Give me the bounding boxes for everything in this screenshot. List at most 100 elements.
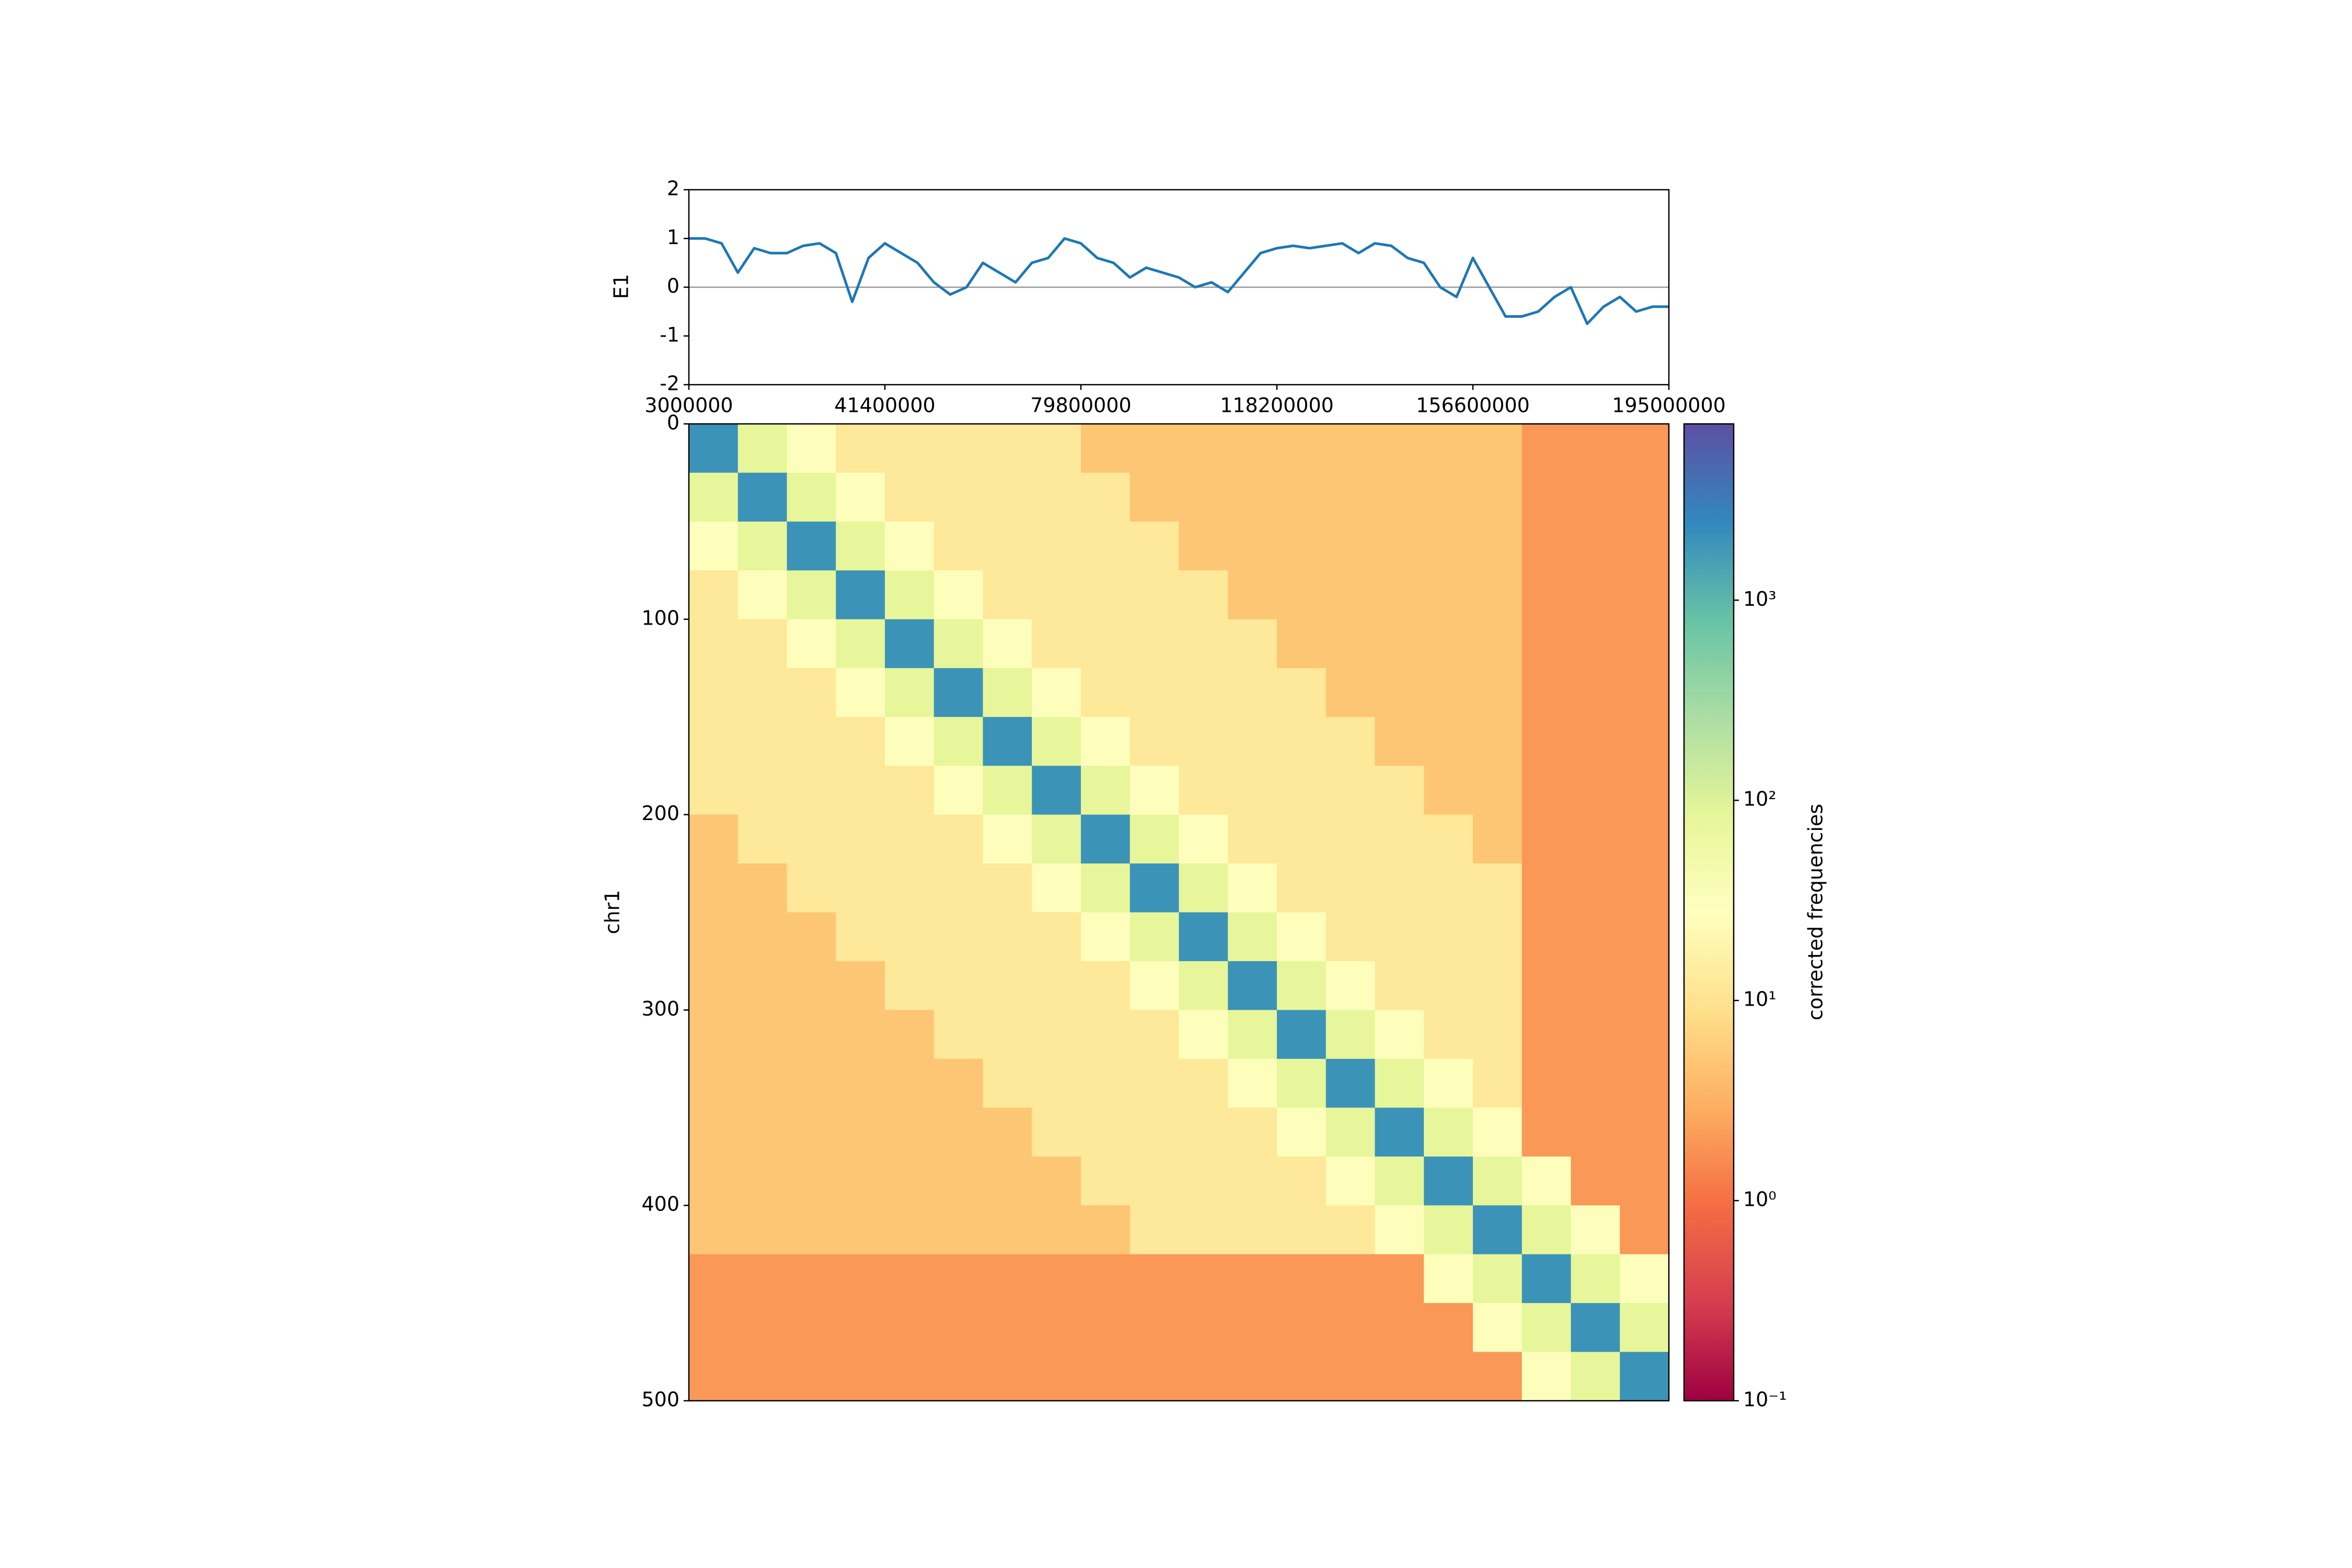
heatmap-cell bbox=[1179, 766, 1228, 815]
heatmap-cell bbox=[983, 1352, 1032, 1401]
x-tick-label: 3000000 bbox=[644, 394, 733, 417]
heatmap-cell bbox=[1179, 472, 1228, 522]
heatmap-cell bbox=[885, 1108, 935, 1157]
heatmap-cell bbox=[1571, 1156, 1620, 1206]
heatmap-cell bbox=[1081, 1108, 1131, 1157]
heatmap-cell bbox=[1325, 521, 1375, 571]
heatmap-cell bbox=[689, 814, 739, 864]
heatmap-cell bbox=[1081, 1156, 1131, 1206]
heatmap-cell bbox=[1277, 424, 1327, 473]
heatmap-cell bbox=[1325, 1352, 1375, 1401]
heatmap-cell bbox=[689, 1108, 739, 1157]
heatmap-cell bbox=[1424, 424, 1473, 473]
heatmap-cell bbox=[836, 1108, 885, 1157]
heatmap-cell bbox=[1228, 912, 1277, 962]
heatmap-cell bbox=[885, 1205, 935, 1255]
heatmap-cell bbox=[933, 1303, 983, 1353]
heatmap-cell bbox=[983, 619, 1032, 668]
heatmap-cell bbox=[885, 1254, 935, 1304]
heatmap-cell bbox=[1129, 1352, 1179, 1401]
heatmap-cell bbox=[1081, 912, 1131, 962]
heatmap-cell bbox=[737, 766, 787, 815]
heatmap-cell bbox=[885, 1303, 935, 1353]
heatmap-cell bbox=[1325, 424, 1375, 473]
heatmap-cell bbox=[1424, 619, 1473, 668]
heatmap-cell bbox=[1521, 1254, 1571, 1304]
heatmap-cell bbox=[1081, 814, 1131, 864]
heatmap-cell bbox=[836, 1156, 885, 1206]
heatmap-cell bbox=[737, 1254, 787, 1304]
heatmap-cell bbox=[1620, 1156, 1669, 1206]
heatmap-cell bbox=[1521, 863, 1571, 913]
heatmap-cell bbox=[1228, 863, 1277, 913]
heatmap-cell bbox=[1375, 1303, 1424, 1353]
heatmap-cell bbox=[1179, 424, 1228, 473]
heatmap-cell bbox=[983, 1156, 1032, 1206]
heatmap-cell bbox=[1375, 1254, 1424, 1304]
y-tick-label: 200 bbox=[641, 802, 679, 825]
heatmap-cell bbox=[1032, 1010, 1081, 1059]
data-line bbox=[689, 237, 1669, 325]
heatmap-cell bbox=[1620, 717, 1669, 766]
heatmap-cell bbox=[1129, 1303, 1179, 1353]
heatmap-cell bbox=[983, 1010, 1032, 1059]
heatmap-cell bbox=[1032, 1205, 1081, 1255]
heatmap-cell bbox=[1375, 472, 1424, 522]
heatmap-cell bbox=[1032, 472, 1081, 522]
heatmap-cell bbox=[737, 863, 787, 913]
heatmap-cell bbox=[737, 472, 787, 522]
heatmap-cell bbox=[933, 863, 983, 913]
heatmap-cell bbox=[1325, 717, 1375, 766]
heatmap-cell bbox=[1375, 1352, 1424, 1401]
heatmap-cell bbox=[1228, 668, 1277, 718]
heatmap-cell bbox=[1424, 766, 1473, 815]
heatmap-cell bbox=[1032, 619, 1081, 668]
heatmap-cell bbox=[1521, 619, 1571, 668]
heatmap-cell bbox=[1424, 1156, 1473, 1206]
heatmap-cell bbox=[1277, 961, 1327, 1010]
heatmap-cell bbox=[1179, 717, 1228, 766]
heatmap-cell bbox=[1571, 1352, 1620, 1401]
heatmap-cell bbox=[1424, 863, 1473, 913]
heatmap-cell bbox=[1129, 814, 1179, 864]
heatmap-cell bbox=[1473, 814, 1523, 864]
heatmap-cell bbox=[1179, 521, 1228, 571]
axes-frame bbox=[688, 423, 1670, 1402]
heatmap-cell bbox=[933, 1205, 983, 1255]
colorbar-tick-label: 10² bbox=[1743, 788, 1777, 811]
heatmap-cell bbox=[1081, 424, 1131, 473]
heatmap-cell bbox=[1521, 570, 1571, 620]
heatmap-cell bbox=[1081, 961, 1131, 1010]
heatmap-cell bbox=[1081, 766, 1131, 815]
heatmap-cell bbox=[1032, 1108, 1081, 1157]
heatmap-cell bbox=[1179, 814, 1228, 864]
heatmap-cell bbox=[1277, 668, 1327, 718]
x-tick-label: 156600000 bbox=[1416, 394, 1530, 417]
heatmap-cell bbox=[1032, 766, 1081, 815]
heatmap-cell bbox=[737, 1303, 787, 1353]
heatmap-cell bbox=[737, 1010, 787, 1059]
heatmap-cell bbox=[1081, 1352, 1131, 1401]
heatmap-cell bbox=[933, 1156, 983, 1206]
heatmap-cell bbox=[1129, 766, 1179, 815]
heatmap-cell bbox=[1571, 570, 1620, 620]
heatmap-cell bbox=[1129, 912, 1179, 962]
heatmap-cell bbox=[933, 1254, 983, 1304]
heatmap-cell bbox=[1473, 1058, 1523, 1108]
heatmap-cell bbox=[836, 1303, 885, 1353]
heatmap-cell bbox=[933, 766, 983, 815]
heatmap-cell bbox=[1375, 912, 1424, 962]
heatmap-cell bbox=[983, 1303, 1032, 1353]
heatmap-cell bbox=[1473, 1108, 1523, 1157]
heatmap-cell bbox=[1179, 1108, 1228, 1157]
heatmap-cell bbox=[933, 912, 983, 962]
heatmap-cell bbox=[983, 570, 1032, 620]
heatmap-cell bbox=[787, 1303, 836, 1353]
y-tick-label: 0 bbox=[667, 274, 679, 297]
heatmap-cell bbox=[1620, 521, 1669, 571]
heatmap-cell bbox=[885, 912, 935, 962]
heatmap-cell bbox=[1521, 1010, 1571, 1059]
heatmap-cell bbox=[1081, 1010, 1131, 1059]
heatmap-cell bbox=[1571, 521, 1620, 571]
heatmap-cell bbox=[1571, 1205, 1620, 1255]
